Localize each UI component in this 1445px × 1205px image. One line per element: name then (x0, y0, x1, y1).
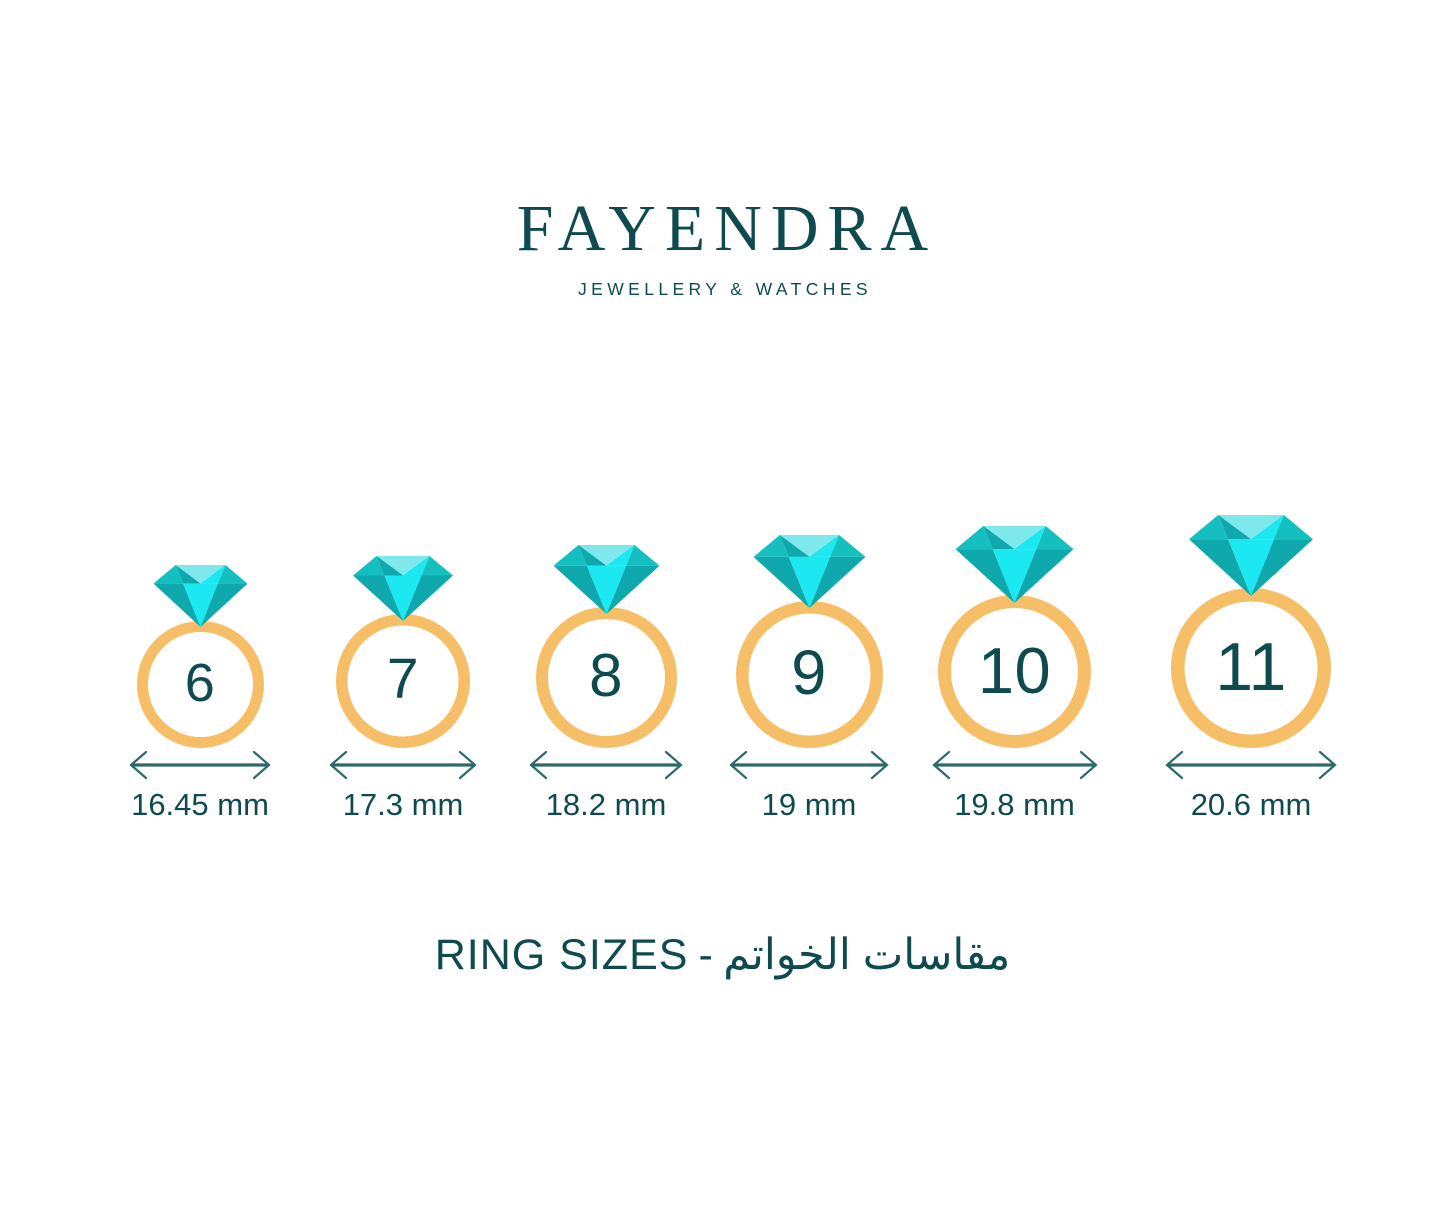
ring-size-item[interactable]: 8 18.2 mm (506, 545, 706, 820)
ring-size-number: 11 (1215, 628, 1287, 705)
chart-caption: RING SIZES - مقاسات الخواتم (0, 930, 1445, 982)
dimension-arrowhead (529, 750, 548, 780)
dimension-arrowhead (1165, 750, 1184, 780)
dimension-arrowhead (1318, 750, 1337, 780)
diamond-gem-icon (955, 526, 1074, 603)
dimension-arrowhead (664, 750, 683, 780)
ring-size-item[interactable]: 9 19 mm (709, 535, 909, 820)
ring-size-row: 6 16.45 mm 7 17.3 mm 8 18.2 mm 9 19 mm 10 19.8 mm… (0, 440, 1445, 820)
dimension-line (329, 750, 477, 780)
ring-size-item[interactable]: 10 19.8 mm (912, 526, 1117, 820)
dimension-arrowhead (729, 750, 748, 780)
ring-diameter-label: 19 mm (761, 787, 857, 822)
diamond-gem-icon (753, 535, 865, 608)
ring-illustration: 7 (336, 556, 470, 748)
caption-english: RING SIZES (434, 931, 689, 979)
ring-illustration: 11 (1171, 515, 1331, 748)
caption-arabic: مقاسات الخواتم (723, 931, 1011, 979)
ring-size-number: 7 (386, 647, 420, 712)
ring-size-number: 8 (589, 642, 623, 710)
dimension-line (931, 750, 1098, 780)
brand-tagline: JEWELLERY & WATCHES (578, 279, 872, 299)
dimension-line (529, 750, 683, 780)
dimension-arrowhead (252, 750, 271, 780)
ring-illustration: 10 (938, 526, 1091, 748)
caption-separator: - (698, 931, 714, 979)
ring-size-item[interactable]: 6 16.45 mm (100, 565, 300, 820)
ring-illustration: 6 (136, 565, 264, 748)
ring-illustration: 8 (535, 545, 677, 748)
ring-size-item[interactable]: 7 17.3 mm (303, 556, 503, 820)
ring-diameter-label: 16.45 mm (131, 787, 269, 822)
ring-diameter-label: 18.2 mm (545, 787, 667, 822)
dimension-line (1165, 750, 1337, 780)
ring-size-number: 6 (184, 653, 216, 714)
ring-size-item[interactable]: 11 20.6 mm (1146, 515, 1356, 820)
dimension-arrowhead (458, 750, 477, 780)
diamond-gem-icon (353, 556, 453, 621)
ring-size-number: 10 (977, 633, 1052, 707)
ring-diameter-label: 19.8 mm (954, 787, 1075, 822)
diamond-gem-icon (1189, 515, 1313, 596)
dimension-arrowhead (329, 750, 348, 780)
dimension-arrowhead (870, 750, 889, 780)
ring-diameter-label: 17.3 mm (342, 787, 464, 822)
dimension-line (129, 750, 271, 780)
dimension-line (729, 750, 889, 780)
diamond-gem-icon (153, 565, 247, 627)
brand-name: FAYENDRA (516, 192, 938, 265)
dimension-arrowhead (931, 750, 950, 780)
ring-diameter-label: 20.6 mm (1190, 787, 1312, 822)
ring-size-number: 9 (791, 637, 827, 708)
dimension-arrowhead (129, 750, 148, 780)
brand-logo: FAYENDRA JEWELLERY & WATCHES (0, 196, 1445, 299)
ring-illustration: 9 (735, 535, 883, 748)
diamond-gem-icon (553, 545, 659, 614)
dimension-arrowhead (1079, 750, 1098, 780)
